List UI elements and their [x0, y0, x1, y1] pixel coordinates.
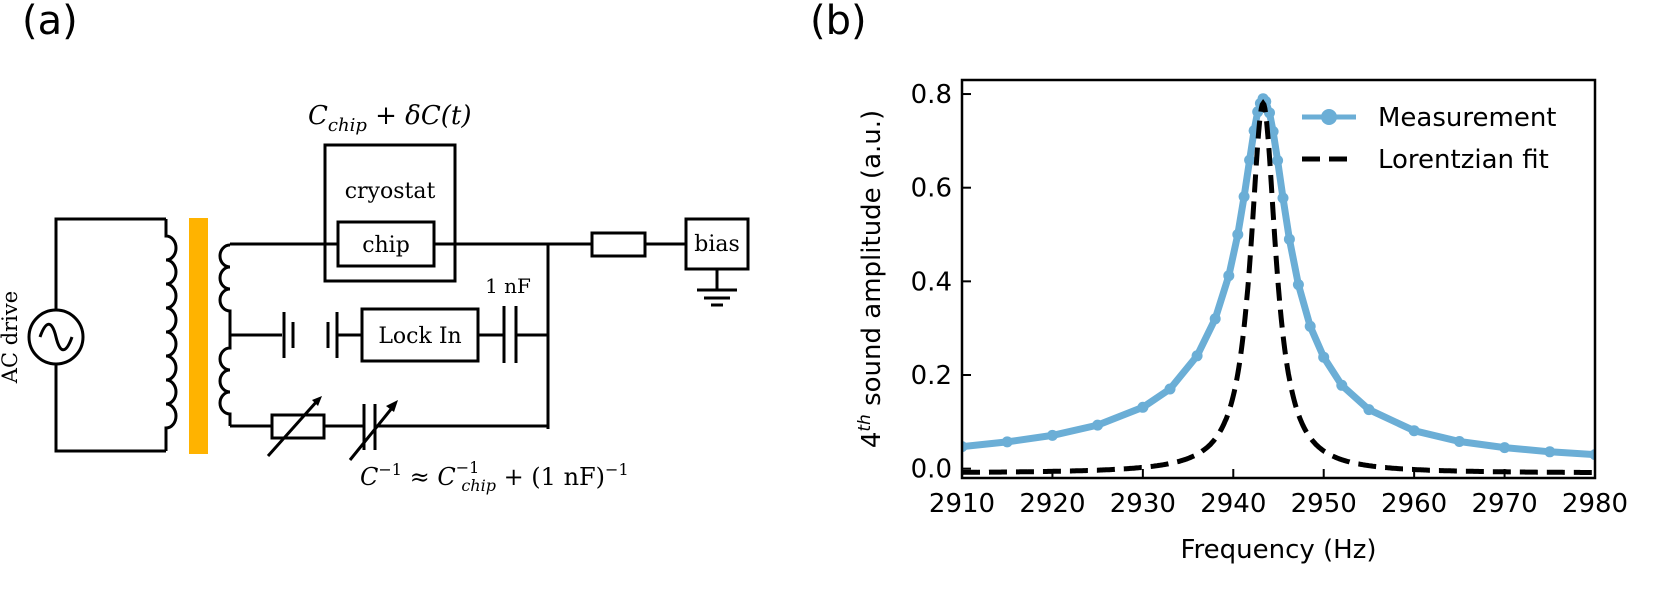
ground-icon	[697, 269, 737, 307]
secondary-coil-top	[218, 243, 232, 335]
measurement-point	[1164, 383, 1176, 395]
top-equation: Cchip + δC(t)	[308, 101, 471, 136]
cap-label: 1 nF	[485, 274, 531, 298]
legend-marker-measurement	[1321, 109, 1337, 125]
variable-resistor	[270, 413, 326, 440]
cryostat-label: cryostat	[345, 179, 436, 204]
variable-capacitor	[348, 400, 398, 461]
bias-label: bias	[694, 232, 740, 257]
measurement-point	[1272, 155, 1284, 166]
axes-frame	[960, 78, 1597, 480]
panel-b-label: (b)	[810, 0, 867, 44]
bottom-equation: C−1 ≈ C−1 chip + (1 nF)−1	[360, 458, 629, 495]
y-tick-label: 0.2	[911, 361, 952, 391]
sine-icon	[38, 322, 74, 352]
ac-drive-label: AC drive	[0, 291, 22, 384]
measurement-point	[1191, 350, 1203, 362]
ac-source: AC drive	[0, 217, 166, 453]
arrow-icon-resistor	[266, 396, 322, 457]
panel-b: (b) 2910 2920 2930 2940 2950 2960 2970 2980 0.0 0…	[810, 0, 1628, 565]
measurement-point	[1453, 436, 1465, 447]
measurement-point	[1046, 429, 1058, 441]
measurement-point	[1499, 442, 1511, 454]
x-tick-label: 2920	[1019, 489, 1085, 519]
legend-label-measurement: Measurement	[1378, 103, 1557, 133]
x-tick-label: 2980	[1562, 489, 1628, 519]
lockin-label: Lock In	[378, 324, 461, 349]
x-tick-label: 2940	[1200, 489, 1266, 519]
measurement-point	[1336, 379, 1348, 391]
panel-a-label: (a)	[22, 0, 78, 44]
measurement-point	[1283, 233, 1295, 245]
measurement-point	[1292, 279, 1304, 291]
y-axis-label: 4th sound amplitude (a.u.)	[855, 110, 887, 448]
measurement-point	[1544, 446, 1556, 458]
transformer-core	[189, 218, 208, 454]
measurement-point	[1363, 404, 1375, 416]
battery-icon-left	[282, 312, 295, 358]
measurement-point	[1223, 270, 1235, 282]
lorentzian-fit-line	[962, 99, 1595, 475]
cryostat-box	[323, 143, 457, 283]
measurement-point	[1589, 449, 1595, 461]
x-tick-label: 2910	[929, 489, 995, 519]
x-tick-label: 2930	[1110, 489, 1176, 519]
measurement-point	[1001, 436, 1013, 448]
plot-area: 2910 2920 2930 2940 2950 2960 2970 2980 0.0 0.2 0.…	[855, 78, 1628, 565]
x-axis-label: Frequency (Hz)	[1180, 535, 1376, 565]
measurement-point	[1318, 351, 1330, 363]
measurement-point	[1232, 229, 1244, 240]
x-tick-label: 2960	[1381, 489, 1447, 519]
panel-a: (a) AC drive cryostat chip Cchip + δC(t)	[0, 0, 750, 495]
y-tick-label: 0.0	[911, 455, 952, 485]
x-tick-label: 2970	[1471, 489, 1537, 519]
resistor-bias	[590, 231, 647, 258]
measurement-point	[1277, 192, 1289, 204]
measurement-point	[1209, 313, 1221, 325]
measurement-point	[1238, 191, 1250, 203]
measurement-point	[1244, 154, 1256, 166]
measurement-point	[1137, 401, 1149, 413]
measurement-point	[1408, 425, 1420, 437]
measurement-point	[962, 441, 968, 453]
primary-coil	[164, 219, 178, 451]
y-tick-label: 0.8	[911, 80, 952, 110]
y-tick-label: 0.4	[911, 267, 952, 297]
legend-label-fit: Lorentzian fit	[1378, 145, 1549, 175]
secondary-coil-bottom	[218, 335, 232, 426]
capacitor-1nf	[502, 306, 518, 363]
measurement-point	[1304, 320, 1316, 332]
measurement-point	[1092, 419, 1104, 431]
y-tick-label: 0.6	[911, 174, 952, 204]
x-tick-label: 2950	[1291, 489, 1357, 519]
chip-label: chip	[362, 233, 410, 258]
measurement-point	[1267, 126, 1279, 137]
battery-icon-right	[326, 312, 339, 358]
